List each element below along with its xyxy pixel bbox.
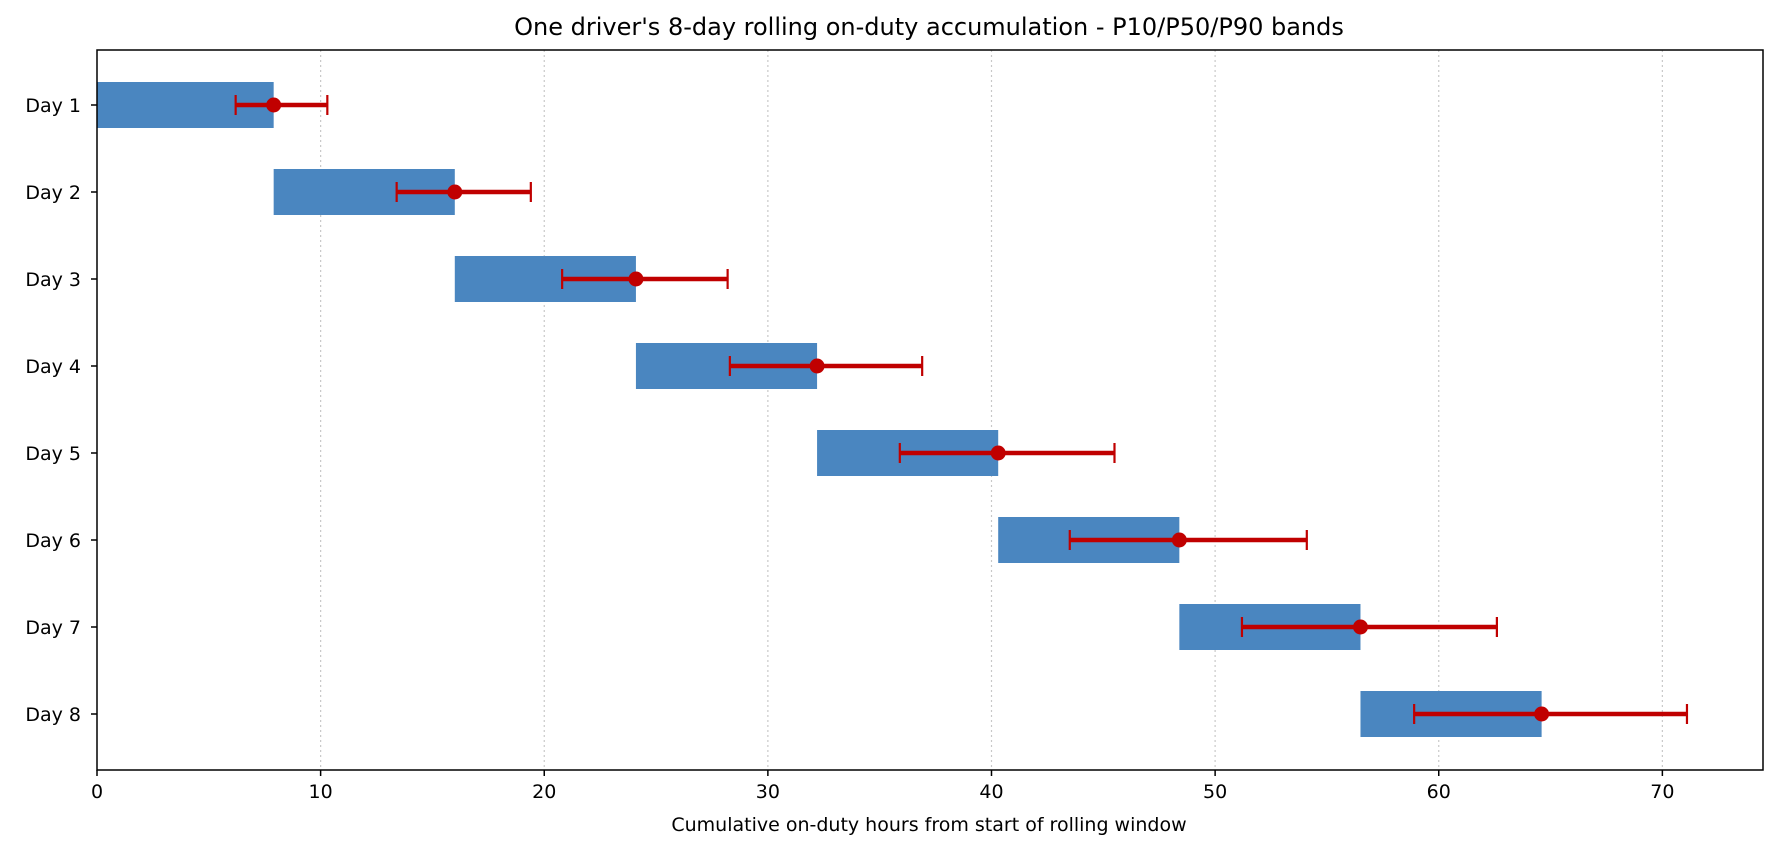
y-tick-label: Day 8 [25,704,81,726]
x-axis-label: Cumulative on-duty hours from start of r… [671,814,1186,836]
bars-layer [97,82,1542,737]
y-tick-label: Day 3 [25,269,81,291]
y-tick-label: Day 5 [25,443,81,465]
p50-marker [1534,706,1550,722]
p50-marker [990,445,1006,461]
x-tick-label: 30 [756,781,780,803]
x-axis-ticks: 0 10 20 30 40 50 60 70 [91,770,1674,803]
x-tick-label: 60 [1427,781,1451,803]
p50-marker [447,184,463,200]
grid-layer [320,50,1663,770]
p50-marker [1171,532,1187,548]
p50-marker [1352,619,1368,635]
x-tick-label: 50 [1203,781,1227,803]
x-tick-label: 40 [979,781,1003,803]
y-tick-label: Day 7 [25,617,81,639]
x-tick-label: 0 [91,781,103,803]
bands-layer [234,95,1689,724]
x-tick-label: 70 [1650,781,1674,803]
plot-frame [96,49,1764,771]
chart-title: One driver's 8-day rolling on-duty accum… [514,13,1344,41]
y-axis-ticks: Day 1 Day 2 Day 3 Day 4 Day 5 Day 6 Day 7 Day 8 [25,95,97,726]
y-tick-label: Day 2 [25,182,81,204]
x-tick-label: 20 [532,781,556,803]
p50-marker [266,97,282,113]
y-tick-label: Day 6 [25,530,81,552]
p50-marker [628,271,644,287]
x-tick-label: 10 [309,781,333,803]
y-tick-label: Day 1 [25,95,81,117]
p50-marker [809,358,825,374]
y-tick-label: Day 4 [25,356,81,378]
